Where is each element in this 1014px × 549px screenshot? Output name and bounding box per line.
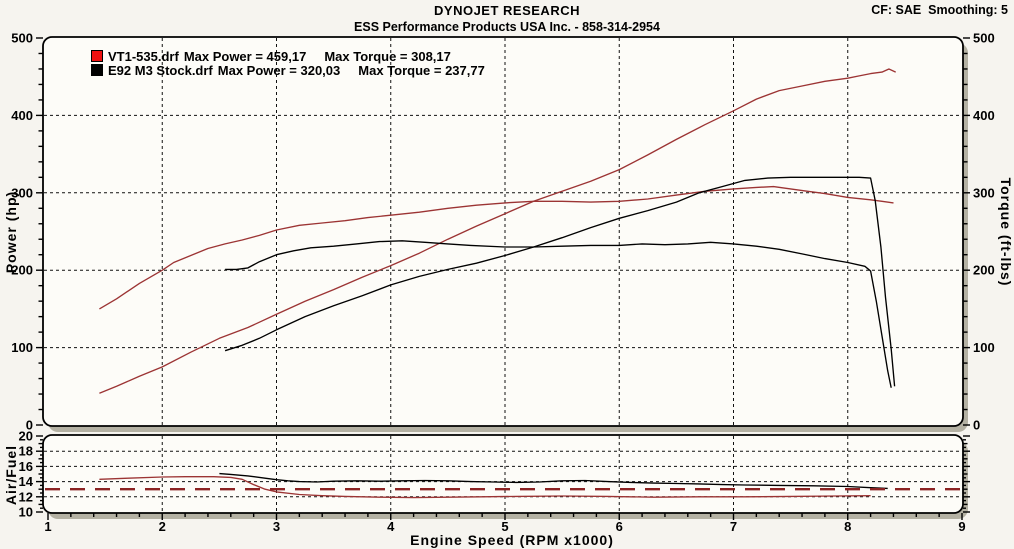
x-tick-label: 4 <box>387 519 395 534</box>
y-tick-label-left: 12 <box>19 489 33 504</box>
y-tick-label-right: 0 <box>973 418 980 433</box>
y-tick-label-left: 16 <box>19 459 33 474</box>
correction-smoothing-label: CF: SAE Smoothing: 5 <box>871 3 1008 17</box>
y-tick-label-left: 20 <box>19 429 33 444</box>
y-tick-label-right: 400 <box>973 108 995 123</box>
power-torque-plot-frame <box>42 36 964 427</box>
airfuel-axis-title: Air/Fuel <box>3 445 19 505</box>
legend-max-power-stock: Max Power = 320,03 <box>217 62 341 78</box>
x-tick-label: 2 <box>159 519 166 534</box>
engine-speed-axis-title: Engine Speed (RPM x1000) <box>410 532 614 548</box>
legend-swatch-vt1 <box>91 50 103 62</box>
y-tick-label-left: 300 <box>11 185 33 200</box>
app-title: DYNOJET RESEARCH <box>434 3 580 18</box>
x-tick-label: 5 <box>501 519 508 534</box>
y-tick-label-right: 100 <box>973 340 995 355</box>
y-tick-label-left: 500 <box>11 31 33 46</box>
y-tick-label-right: 300 <box>973 185 995 200</box>
series-line-vt1-535-power-hp- <box>99 68 896 394</box>
legend-swatch-stock <box>91 64 103 76</box>
legend-file-stock: E92 M3 Stock.drf <box>108 62 213 78</box>
series-line-vt1-535-air-fuel <box>99 476 871 499</box>
legend-max-power-vt1: Max Power = 459,17 <box>183 48 307 64</box>
y-tick-label-right: 200 <box>973 263 995 278</box>
series-line-e92-m3-stock-torque-ft-lbs- <box>225 240 892 388</box>
legend-max-torque-stock: Max Torque = 237,77 <box>358 62 485 78</box>
legend-row-vt1: VT1-535.drf Max Power = 459,17 Max Torqu… <box>91 48 485 64</box>
x-tick-label: 7 <box>730 519 737 534</box>
y-tick-label-left: 100 <box>11 340 33 355</box>
legend-row-stock: E92 M3 Stock.drf Max Power = 320,03 Max … <box>91 62 485 78</box>
y-tick-label-left: 0 <box>26 418 33 433</box>
series-line-e92-m3-stock-air-fuel <box>219 472 888 490</box>
series-group <box>99 472 888 499</box>
x-tick-label: 9 <box>958 519 965 534</box>
power-axis-title: Power (hp) <box>3 191 19 273</box>
y-tick-label-right: 500 <box>973 31 995 46</box>
legend-file-vt1: VT1-535.drf <box>108 48 179 64</box>
x-tick-label: 3 <box>273 519 280 534</box>
series-line-e92-m3-stock-power-hp- <box>224 176 896 387</box>
x-tick-label: 6 <box>616 519 623 534</box>
legend: VT1-535.drf Max Power = 459,17 Max Torqu… <box>91 48 485 78</box>
y-tick-label-left: 200 <box>11 263 33 278</box>
y-tick-label-left: 400 <box>11 108 33 123</box>
series-group <box>99 68 896 394</box>
y-tick-label-left: 18 <box>19 444 33 459</box>
y-tick-label-left: 10 <box>19 505 33 520</box>
legend-max-torque-vt1: Max Torque = 308,17 <box>324 48 451 64</box>
y-tick-label-left: 14 <box>19 474 34 489</box>
airfuel-plot-frame <box>42 434 964 514</box>
shop-subtitle: ESS Performance Products USA Inc. - 858-… <box>354 20 660 34</box>
torque-axis-title: Torque (ft-lbs) <box>998 178 1014 287</box>
x-tick-label: 1 <box>44 519 51 534</box>
x-tick-label: 8 <box>844 519 851 534</box>
series-line-vt1-535-torque-ft-lbs- <box>99 185 894 310</box>
